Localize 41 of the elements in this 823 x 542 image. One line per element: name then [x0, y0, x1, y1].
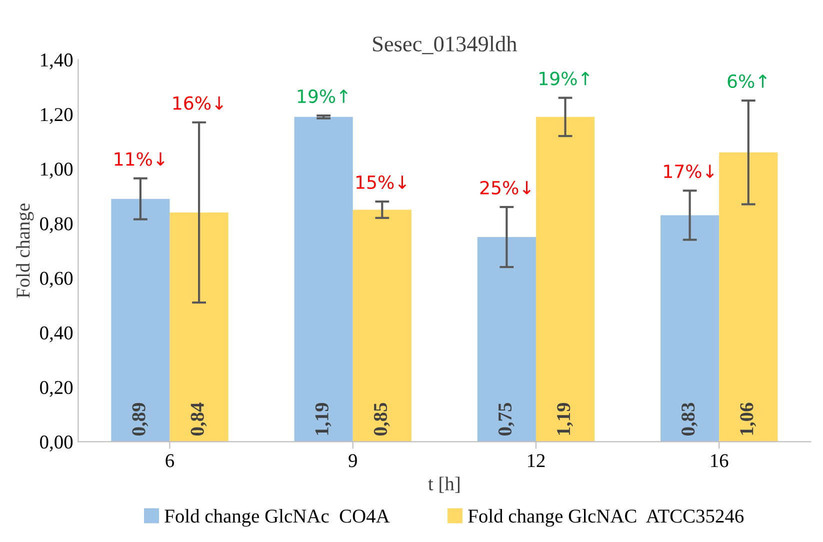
- bar: [170, 212, 228, 442]
- annotation: 19%↑: [298, 89, 348, 104]
- annotation: 25%↓: [480, 180, 531, 195]
- bar: [111, 198, 170, 442]
- legend-label: Fold change GlcNAC ATCC35246: [468, 509, 744, 527]
- annotation: 19%↑: [540, 72, 590, 86]
- x-tick-label: 6: [166, 454, 174, 468]
- bar: [477, 237, 536, 442]
- chart-title: Sesec_01349ldh: [373, 36, 517, 54]
- bar: [719, 152, 778, 442]
- y-tick-label: 0,00: [40, 436, 73, 452]
- data-label: 1,19: [315, 402, 332, 435]
- annotation: 17%↓: [664, 164, 714, 178]
- annotation: 11%↓: [114, 152, 164, 166]
- x-tick-label: 9: [348, 454, 357, 468]
- x-axis-title: t [h]: [428, 476, 460, 493]
- annotation: 15%↓: [356, 175, 406, 190]
- y-tick-label: 1,40: [41, 53, 73, 70]
- bar: [352, 210, 412, 442]
- data-label: 0,89: [132, 402, 148, 436]
- y-tick-label: 0,20: [40, 380, 73, 397]
- data-label: 1,19: [557, 402, 573, 435]
- annotation: 16%↓: [173, 96, 223, 110]
- y-tick-label: 0,80: [40, 217, 73, 234]
- legend-label: Fold change GlcNAc CO4A: [164, 509, 390, 527]
- data-label: 0,84: [190, 402, 207, 436]
- y-tick-label: 0,40: [40, 326, 73, 342]
- y-axis-title: Fold change: [16, 204, 34, 298]
- data-label: 1,06: [740, 402, 756, 435]
- y-tick-label: 1,20: [41, 108, 73, 124]
- x-tick-label: 16: [711, 454, 728, 468]
- y-tick-label: 0,60: [40, 272, 73, 288]
- bar: [660, 215, 720, 442]
- bar: [294, 116, 353, 442]
- data-label: 0,75: [498, 402, 514, 436]
- x-tick-label: 12: [528, 454, 545, 468]
- data-label: 0,83: [682, 402, 698, 436]
- y-tick-label: 1,00: [41, 162, 73, 179]
- bar: [536, 116, 595, 442]
- data-label: 0,85: [374, 402, 390, 436]
- annotation: 6%↑: [728, 74, 767, 88]
